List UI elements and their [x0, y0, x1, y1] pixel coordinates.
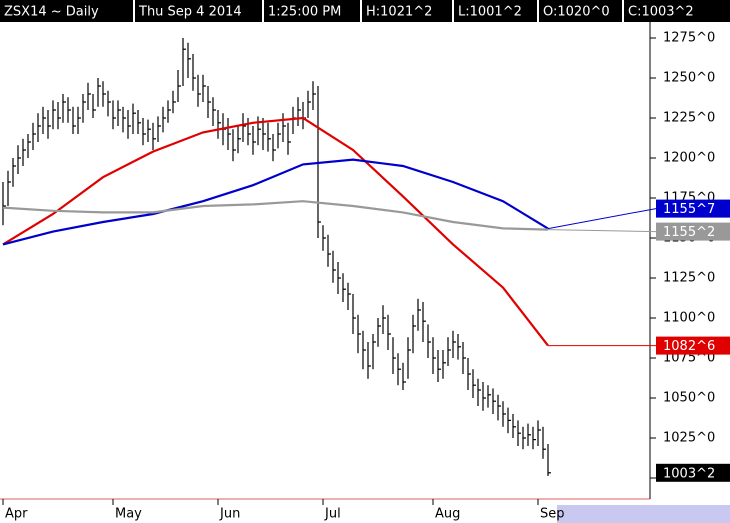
price-tag-label: 1155^7: [663, 202, 715, 217]
header-high: H:1021^2: [366, 5, 432, 20]
x-tick-label: Aug: [435, 507, 460, 522]
header-close: C:1003^2: [628, 5, 694, 20]
header-date: Thu Sep 4 2014: [138, 5, 242, 20]
y-tick-label: 1200^0: [663, 151, 715, 166]
y-tick-label: 1050^0: [663, 391, 715, 406]
header-box: [0, 0, 133, 22]
last-price-tag: [656, 463, 730, 482]
header-box: [454, 0, 537, 22]
tag-connector: [547, 208, 657, 230]
x-tick-label: Sep: [540, 507, 565, 522]
header-low: L:1001^2: [458, 5, 522, 20]
header-box: [264, 0, 360, 22]
header: ZSX14 ~ Daily Thu Sep 4 2014 1:25:00 PM H:1…: [0, 0, 730, 22]
header-open: O:1020^0: [543, 5, 610, 20]
header-box: [362, 0, 452, 22]
tag-connector: [547, 229, 657, 233]
x-tick-label: Jun: [219, 507, 240, 522]
moving-average: [2, 116, 549, 347]
price-tag: [656, 336, 730, 355]
header-time: 1:25:00 PM: [268, 5, 341, 20]
y-tick-label: 1250^0: [663, 71, 715, 86]
price-tag-label: 1082^6: [663, 339, 715, 354]
y-tick-label: 1025^0: [663, 431, 715, 446]
scroll-area: [557, 505, 730, 523]
price-tag: [656, 222, 730, 241]
moving-average: [2, 158, 549, 246]
header-box: [624, 0, 730, 22]
header-box: [539, 0, 622, 22]
y-tick-label: 1225^0: [663, 111, 715, 126]
y-tick-label: 1100^0: [663, 311, 715, 326]
moving-average: [2, 200, 549, 231]
price-tag-label: 1155^2: [663, 225, 715, 240]
price-tag: [656, 199, 730, 218]
y-tick-label: 1275^0: [663, 31, 715, 46]
x-tick-label: May: [115, 507, 142, 522]
y-tick-label: 1125^0: [663, 271, 715, 286]
x-tick-label: Jul: [324, 507, 341, 522]
header-symbol: ZSX14 ~ Daily: [4, 5, 99, 20]
header-box: [135, 0, 262, 22]
x-tick-label: Apr: [5, 507, 28, 522]
last-price-label: 1003^2: [663, 466, 715, 481]
